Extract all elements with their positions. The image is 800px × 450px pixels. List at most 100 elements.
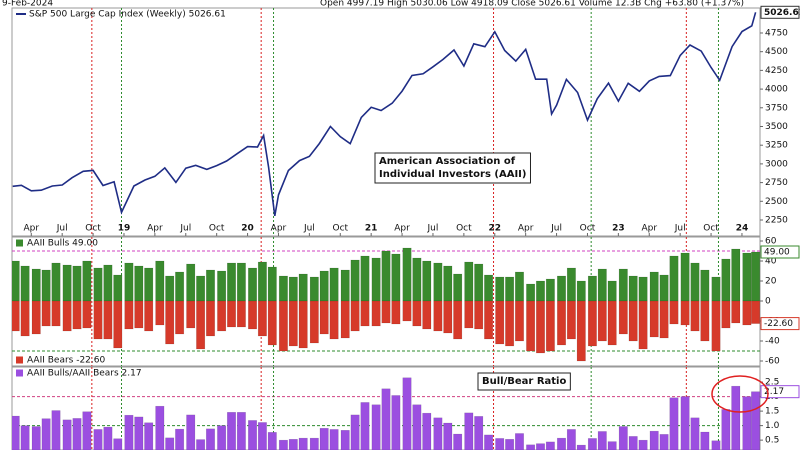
bar	[742, 396, 752, 450]
bar	[103, 264, 113, 302]
bar	[628, 436, 638, 450]
x-tick-label: Apr	[394, 224, 410, 234]
bar	[20, 265, 30, 302]
x-tick-label: Jul	[427, 224, 439, 234]
bar	[340, 430, 350, 450]
bar	[371, 257, 381, 302]
bar	[288, 276, 298, 302]
bar	[433, 262, 443, 302]
price-line	[12, 12, 757, 217]
y-tick-label: 4750	[765, 28, 788, 38]
bar	[248, 420, 257, 450]
bar	[340, 269, 350, 302]
y-tick-label: 0	[765, 297, 771, 307]
bar	[721, 258, 731, 302]
x-tick-label: Oct	[703, 224, 719, 234]
bar	[51, 300, 61, 327]
bar	[515, 433, 524, 450]
bar	[607, 280, 617, 302]
bar	[443, 422, 453, 450]
legend-label: AAII Bulls 49.00	[27, 239, 98, 249]
bar	[545, 278, 555, 302]
bar	[144, 300, 154, 332]
bar	[206, 428, 215, 450]
bar	[124, 300, 134, 330]
bar	[545, 300, 555, 352]
bar	[597, 431, 607, 450]
bar	[412, 300, 422, 327]
bar	[165, 437, 175, 450]
bar	[329, 429, 339, 450]
bar	[340, 300, 350, 339]
bar	[711, 440, 721, 450]
bar	[638, 276, 648, 302]
bar	[576, 444, 586, 450]
panel-frame	[11, 7, 761, 237]
bar	[31, 426, 41, 450]
bar	[474, 263, 484, 302]
y-tick-label: -60	[765, 357, 780, 367]
bar	[526, 283, 536, 302]
bar	[371, 300, 381, 327]
header-date: 9-Feb-2024	[2, 0, 53, 9]
bar	[422, 412, 432, 450]
bar	[267, 266, 277, 302]
bar	[257, 261, 267, 302]
x-tick-label: Oct	[580, 224, 596, 234]
y-tick-label: 0.5	[765, 436, 779, 446]
bar	[371, 404, 381, 450]
x-tick-label: Jul	[550, 224, 562, 234]
bar	[381, 388, 391, 450]
bar	[711, 300, 721, 352]
bar	[278, 275, 288, 302]
bar	[515, 271, 524, 302]
bar	[391, 253, 401, 302]
x-tick-label: Apr	[147, 224, 163, 234]
bar	[680, 396, 690, 450]
bar	[93, 267, 103, 302]
bar	[742, 252, 752, 302]
bar	[278, 439, 288, 450]
bar	[680, 300, 690, 326]
bar	[93, 429, 103, 450]
bar	[134, 265, 144, 302]
bar	[360, 300, 370, 327]
bar	[484, 434, 494, 450]
bar	[217, 300, 227, 332]
bar	[576, 280, 586, 302]
legend-label: AAII Bears -22.60	[27, 356, 105, 366]
legend-swatch	[16, 356, 23, 364]
bar	[217, 425, 227, 450]
bar	[165, 275, 175, 302]
annotation-text: Individual Investors (AAII)	[379, 169, 526, 180]
bar	[227, 412, 236, 450]
bar	[175, 271, 185, 302]
bar	[12, 260, 20, 302]
bar	[731, 300, 741, 324]
bar	[51, 410, 61, 450]
x-tick-label: Apr	[641, 224, 657, 234]
bar	[618, 426, 628, 450]
bar	[72, 418, 82, 450]
bar	[433, 417, 443, 450]
bar	[31, 268, 41, 302]
bar	[495, 300, 505, 345]
bar	[350, 414, 360, 450]
bar	[751, 251, 760, 302]
y-tick-label: 4250	[765, 66, 788, 76]
bar	[412, 404, 422, 450]
bar	[474, 300, 484, 330]
bar	[515, 300, 524, 342]
bar	[669, 397, 679, 450]
y-tick-label: 3250	[765, 141, 788, 151]
y-tick-label: -40	[765, 337, 780, 347]
y-tick-label: 3000	[765, 159, 788, 169]
bar	[422, 300, 432, 330]
y-tick-label: 2.5	[765, 378, 779, 388]
bar	[700, 431, 710, 450]
y-tick-label: 2750	[765, 178, 788, 188]
bar	[319, 427, 329, 450]
header-quote: Open 4997.19 High 5030.06 Low 4918.09 Cl…	[320, 0, 744, 9]
x-tick-label: 23	[612, 224, 625, 234]
bar	[557, 275, 566, 302]
